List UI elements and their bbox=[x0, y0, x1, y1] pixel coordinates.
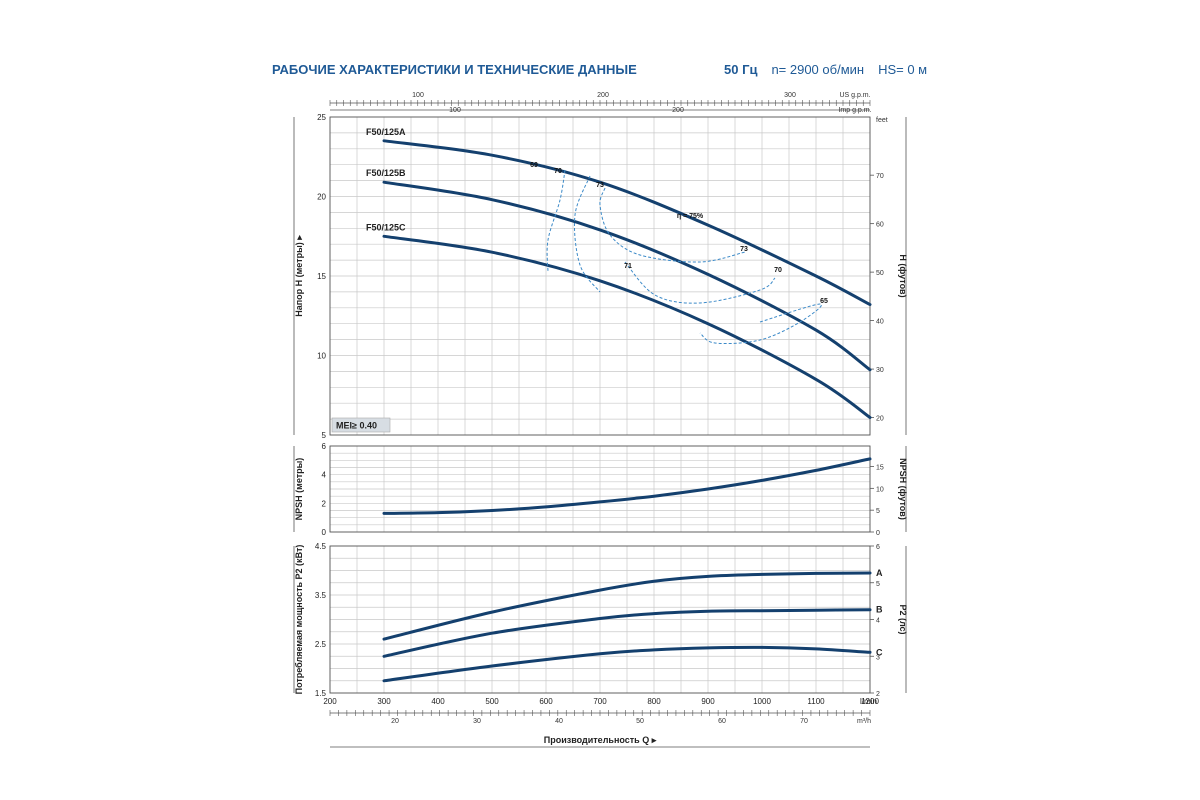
us-gpm-tick-label: 200 bbox=[597, 92, 609, 99]
mei-label: MEI≥ 0.40 bbox=[336, 421, 377, 431]
y2-tick-label: 5 bbox=[876, 581, 880, 588]
imp-gpm-tick-label: 100 bbox=[449, 107, 461, 114]
y-tick-label: 10 bbox=[317, 352, 326, 361]
curve-F50/125C bbox=[382, 234, 872, 419]
mei-box bbox=[331, 417, 391, 433]
efficiency-label: η = 75% bbox=[677, 213, 704, 220]
lmin-tick-label: 300 bbox=[377, 697, 391, 706]
frequency-label: 50 Гц bbox=[724, 62, 758, 77]
lmin-tick-label: 1100 bbox=[807, 697, 825, 706]
panel-2-grid bbox=[329, 445, 871, 533]
y-tick-label: 5 bbox=[322, 431, 327, 440]
y2-tick-label: 0 bbox=[876, 530, 880, 537]
curve-npsh bbox=[382, 457, 872, 515]
panel-1-frame bbox=[329, 116, 871, 436]
y-axis-title: Потребляемая мощность P2 (кВт) bbox=[294, 545, 304, 695]
m3h-tick-label: 40 bbox=[555, 718, 563, 725]
lmin-tick-label: 200 bbox=[323, 697, 337, 706]
efficiency-label: 65 bbox=[820, 298, 828, 305]
curve-label: F50/125A bbox=[366, 127, 406, 137]
y-tick-label: 0 bbox=[322, 528, 327, 537]
curve-label: F50/125B bbox=[366, 168, 406, 178]
imp-gpm-tick-label: 200 bbox=[672, 107, 684, 114]
imp-gpm-unit-label: Imp g.p.m. bbox=[838, 107, 871, 114]
curve-label: A bbox=[876, 568, 883, 578]
x-axis-title: Производительность Q ▸ bbox=[544, 735, 657, 745]
m3h-tick-label: 70 bbox=[800, 718, 808, 725]
m3h-tick-label: 30 bbox=[473, 718, 481, 725]
curve-F50/125A bbox=[382, 139, 872, 307]
y-tick-label: 4 bbox=[322, 471, 327, 480]
efficiency-label: 70 bbox=[774, 267, 782, 274]
y2-tick-label: 60 bbox=[876, 222, 884, 229]
efficiency-label: 71 bbox=[624, 263, 632, 270]
lmin-tick-label: 700 bbox=[593, 697, 607, 706]
curve-A bbox=[382, 571, 872, 641]
y-tick-label: 15 bbox=[317, 272, 326, 281]
y-tick-label: 1.5 bbox=[315, 689, 327, 698]
efficiency-label: 69 bbox=[530, 162, 538, 169]
chart-title: РАБОЧИЕ ХАРАКТЕРИСТИКИ И ТЕХНИЧЕСКИЕ ДАН… bbox=[272, 62, 637, 77]
y-tick-label: 4.5 bbox=[315, 542, 327, 551]
y2-tick-label: 50 bbox=[876, 270, 884, 277]
y2-axis-title: P2 (лс) bbox=[898, 604, 908, 634]
y2-axis-title: NPSH (футов) bbox=[898, 458, 908, 520]
lmin-tick-label: 1200 bbox=[861, 697, 879, 706]
speed-label: n= 2900 об/мин bbox=[771, 62, 865, 77]
y-tick-label: 3.5 bbox=[315, 591, 327, 600]
curve-label: B bbox=[876, 605, 883, 615]
us-gpm-tick-label: 100 bbox=[412, 92, 424, 99]
y-tick-label: 20 bbox=[317, 193, 326, 202]
y2-tick-label: 4 bbox=[876, 618, 880, 625]
lmin-tick-label: 900 bbox=[701, 697, 715, 706]
efficiency-label: 70 bbox=[554, 168, 562, 175]
panel-1-grid bbox=[329, 116, 871, 436]
y-axis-title: Напор H (метры) ▸ bbox=[294, 235, 304, 317]
y2-tick-label: 70 bbox=[876, 173, 884, 180]
panel-2-frame bbox=[329, 445, 871, 533]
lmin-tick-label: 800 bbox=[647, 697, 661, 706]
us-gpm-tick-label: 300 bbox=[784, 92, 796, 99]
curve-label: F50/125C bbox=[366, 222, 406, 232]
y2-tick-label: 20 bbox=[876, 416, 884, 423]
curve-C bbox=[382, 645, 872, 683]
y2-tick-label: 6 bbox=[876, 544, 880, 551]
lmin-tick-label: 1000 bbox=[753, 697, 771, 706]
y2-tick-label: 10 bbox=[876, 486, 884, 493]
curve-F50/125B bbox=[382, 180, 872, 372]
y2-tick-label: 2 bbox=[876, 691, 880, 698]
y-tick-label: 25 bbox=[317, 113, 326, 122]
y2-tick-label: 40 bbox=[876, 319, 884, 326]
efficiency-line bbox=[546, 169, 566, 273]
efficiency-line bbox=[573, 175, 601, 293]
y2-axis-title: H (футов) bbox=[898, 254, 908, 297]
y-axis-title: NPSH (метры) bbox=[294, 458, 304, 521]
y2-tick-label: 5 bbox=[876, 508, 880, 515]
lmin-tick-label: 400 bbox=[431, 697, 445, 706]
m3h-tick-label: 20 bbox=[391, 718, 399, 725]
efficiency-line bbox=[599, 187, 746, 263]
m3h-tick-label: 50 bbox=[636, 718, 644, 725]
m3h-unit-label: m³/h bbox=[857, 718, 871, 725]
y-tick-label: 2 bbox=[322, 499, 327, 508]
y-tick-label: 6 bbox=[322, 442, 327, 451]
efficiency-label: 73 bbox=[596, 182, 604, 189]
us-gpm-unit-label: US g.p.m. bbox=[839, 92, 870, 99]
curve-label: C bbox=[876, 647, 883, 657]
lmin-tick-label: 500 bbox=[485, 697, 499, 706]
curve-B bbox=[382, 608, 872, 658]
lmin-tick-label: 600 bbox=[539, 697, 553, 706]
efficiency-label: 73 bbox=[740, 246, 748, 253]
operating-parameters: 50 Гц n= 2900 об/мин HS= 0 м bbox=[724, 62, 927, 77]
y2-tick-label: 30 bbox=[876, 367, 884, 374]
m3h-tick-label: 60 bbox=[718, 718, 726, 725]
efficiency-line bbox=[624, 261, 776, 304]
y-tick-label: 2.5 bbox=[315, 640, 327, 649]
hs-label: HS= 0 м bbox=[878, 62, 928, 77]
lmin-unit-label: l/min bbox=[860, 697, 877, 706]
y2-unit-label: feet bbox=[876, 117, 888, 124]
y2-tick-label: 15 bbox=[876, 465, 884, 472]
y2-tick-label: 3 bbox=[876, 654, 880, 661]
